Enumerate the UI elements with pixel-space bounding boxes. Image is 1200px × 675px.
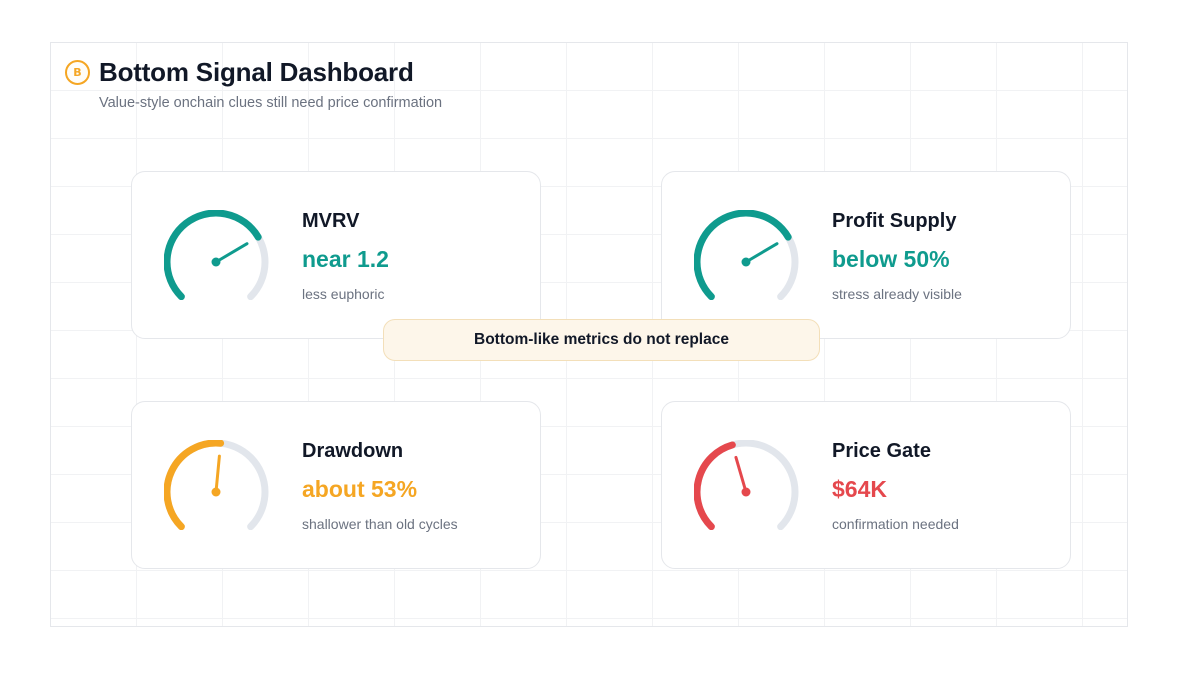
page-subtitle: Value-style onchain clues still need pri… — [99, 95, 443, 111]
metric-note: stress already visible — [832, 286, 962, 302]
bitcoin-logo-icon: B — [65, 60, 90, 85]
metric-value: below 50% — [832, 246, 950, 272]
gauge-needle — [214, 242, 249, 264]
card-mvrv: MVRV near 1.2 less euphoric — [131, 171, 541, 339]
gauge-hub — [741, 487, 751, 497]
card-profit-supply: Profit Supply below 50% stress already v… — [661, 171, 1071, 339]
gauge-needle — [744, 242, 779, 264]
gauge-fill — [164, 210, 262, 300]
metric-note: less euphoric — [302, 286, 385, 302]
metric-name: Price Gate — [832, 440, 931, 462]
metric-note: confirmation needed — [832, 516, 959, 532]
dashboard-panel: B Bottom Signal Dashboard Value-style on… — [50, 42, 1128, 627]
metric-value: $64K — [832, 476, 887, 502]
gauge-hub — [741, 257, 751, 267]
metric-note: shallower than old cycles — [302, 516, 458, 532]
gauge-price-gate-icon — [694, 440, 799, 530]
gauge-needle — [734, 455, 748, 494]
metric-value: near 1.2 — [302, 246, 389, 272]
metric-name: MVRV — [302, 210, 360, 232]
gauge-hub — [211, 487, 221, 497]
page-title: Bottom Signal Dashboard — [99, 57, 414, 87]
gauge-needle — [214, 454, 221, 494]
gauge-fill — [694, 210, 792, 300]
gauge-profit-supply-icon — [694, 210, 799, 300]
gauge-mvrv-icon — [164, 210, 269, 300]
gauge-hub — [211, 257, 221, 267]
gauge-fill — [694, 441, 736, 530]
metric-name: Drawdown — [302, 440, 404, 462]
gauge-fill — [164, 440, 225, 530]
gauge-drawdown-icon — [164, 440, 269, 530]
metric-value: about 53% — [302, 476, 418, 502]
warning-callout: Bottom-like metrics do not replace — [383, 319, 820, 361]
card-drawdown: Drawdown about 53% shallower than old cy… — [131, 401, 541, 569]
card-price-gate: Price Gate $64K confirmation needed — [661, 401, 1071, 569]
metric-name: Profit Supply — [832, 210, 957, 232]
